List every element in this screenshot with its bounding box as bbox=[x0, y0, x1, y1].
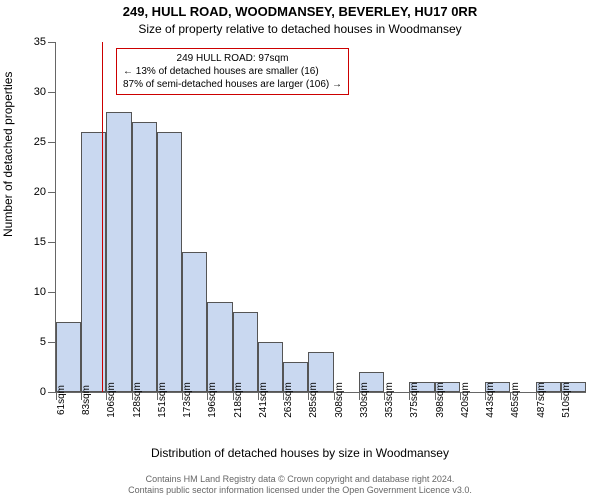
y-tick bbox=[48, 392, 56, 393]
x-tick-label: 353sqm bbox=[384, 382, 395, 418]
y-tick bbox=[48, 42, 56, 43]
histogram-bar bbox=[233, 312, 258, 392]
x-tick-label: 241sqm bbox=[258, 382, 269, 418]
histogram-bar bbox=[132, 122, 157, 392]
y-tick-label: 35 bbox=[34, 36, 46, 48]
x-tick-label: 263sqm bbox=[283, 382, 294, 418]
y-tick-label: 10 bbox=[34, 286, 46, 298]
x-tick-label: 218sqm bbox=[233, 382, 244, 418]
x-tick-label: 61sqm bbox=[56, 385, 67, 415]
x-tick-label: 83sqm bbox=[81, 385, 92, 415]
annotation-line-1: 249 HULL ROAD: 97sqm bbox=[123, 52, 342, 65]
x-tick-label: 420sqm bbox=[460, 382, 471, 418]
annotation-line-3: 87% of semi-detached houses are larger (… bbox=[123, 78, 342, 91]
reference-line bbox=[102, 42, 103, 392]
histogram-bar bbox=[207, 302, 232, 392]
histogram-bar bbox=[81, 132, 106, 392]
histogram-bar bbox=[56, 322, 81, 392]
histogram-bar bbox=[182, 252, 207, 392]
footer-line-2: Contains public sector information licen… bbox=[0, 485, 600, 496]
y-tick bbox=[48, 192, 56, 193]
x-tick-label: 128sqm bbox=[132, 382, 143, 418]
x-tick-label: 465sqm bbox=[510, 382, 521, 418]
chart-container: 249, HULL ROAD, WOODMANSEY, BEVERLEY, HU… bbox=[0, 0, 600, 500]
plot-area: 0510152025303561sqm83sqm106sqm128sqm151s… bbox=[55, 42, 586, 393]
histogram-bar bbox=[106, 112, 131, 392]
footer-line-1: Contains HM Land Registry data © Crown c… bbox=[0, 474, 600, 485]
x-tick-label: 510sqm bbox=[561, 382, 572, 418]
histogram-bar bbox=[157, 132, 182, 392]
x-tick-label: 375sqm bbox=[409, 382, 420, 418]
x-tick-label: 285sqm bbox=[308, 382, 319, 418]
chart-footer: Contains HM Land Registry data © Crown c… bbox=[0, 474, 600, 496]
chart-title: 249, HULL ROAD, WOODMANSEY, BEVERLEY, HU… bbox=[0, 4, 600, 19]
y-tick bbox=[48, 242, 56, 243]
y-tick-label: 20 bbox=[34, 186, 46, 198]
chart-subtitle: Size of property relative to detached ho… bbox=[0, 22, 600, 36]
x-axis-label: Distribution of detached houses by size … bbox=[0, 446, 600, 460]
x-tick-label: 330sqm bbox=[359, 382, 370, 418]
y-tick bbox=[48, 342, 56, 343]
y-tick bbox=[48, 92, 56, 93]
annotation-line-2: ← 13% of detached houses are smaller (16… bbox=[123, 65, 342, 78]
y-tick-label: 5 bbox=[40, 336, 46, 348]
y-tick-label: 0 bbox=[40, 386, 46, 398]
x-tick-label: 398sqm bbox=[435, 382, 446, 418]
y-tick-label: 25 bbox=[34, 136, 46, 148]
x-tick-label: 151sqm bbox=[157, 382, 168, 418]
y-tick bbox=[48, 292, 56, 293]
y-tick-label: 15 bbox=[34, 236, 46, 248]
y-tick bbox=[48, 142, 56, 143]
x-tick-label: 173sqm bbox=[182, 382, 193, 418]
x-tick-label: 443sqm bbox=[485, 382, 496, 418]
x-tick-label: 308sqm bbox=[334, 382, 345, 418]
y-tick-label: 30 bbox=[34, 86, 46, 98]
y-axis-label: Number of detached properties bbox=[1, 72, 15, 237]
x-tick-label: 196sqm bbox=[207, 382, 218, 418]
x-tick-label: 106sqm bbox=[106, 382, 117, 418]
annotation-box: 249 HULL ROAD: 97sqm← 13% of detached ho… bbox=[116, 48, 349, 95]
x-tick-label: 487sqm bbox=[536, 382, 547, 418]
